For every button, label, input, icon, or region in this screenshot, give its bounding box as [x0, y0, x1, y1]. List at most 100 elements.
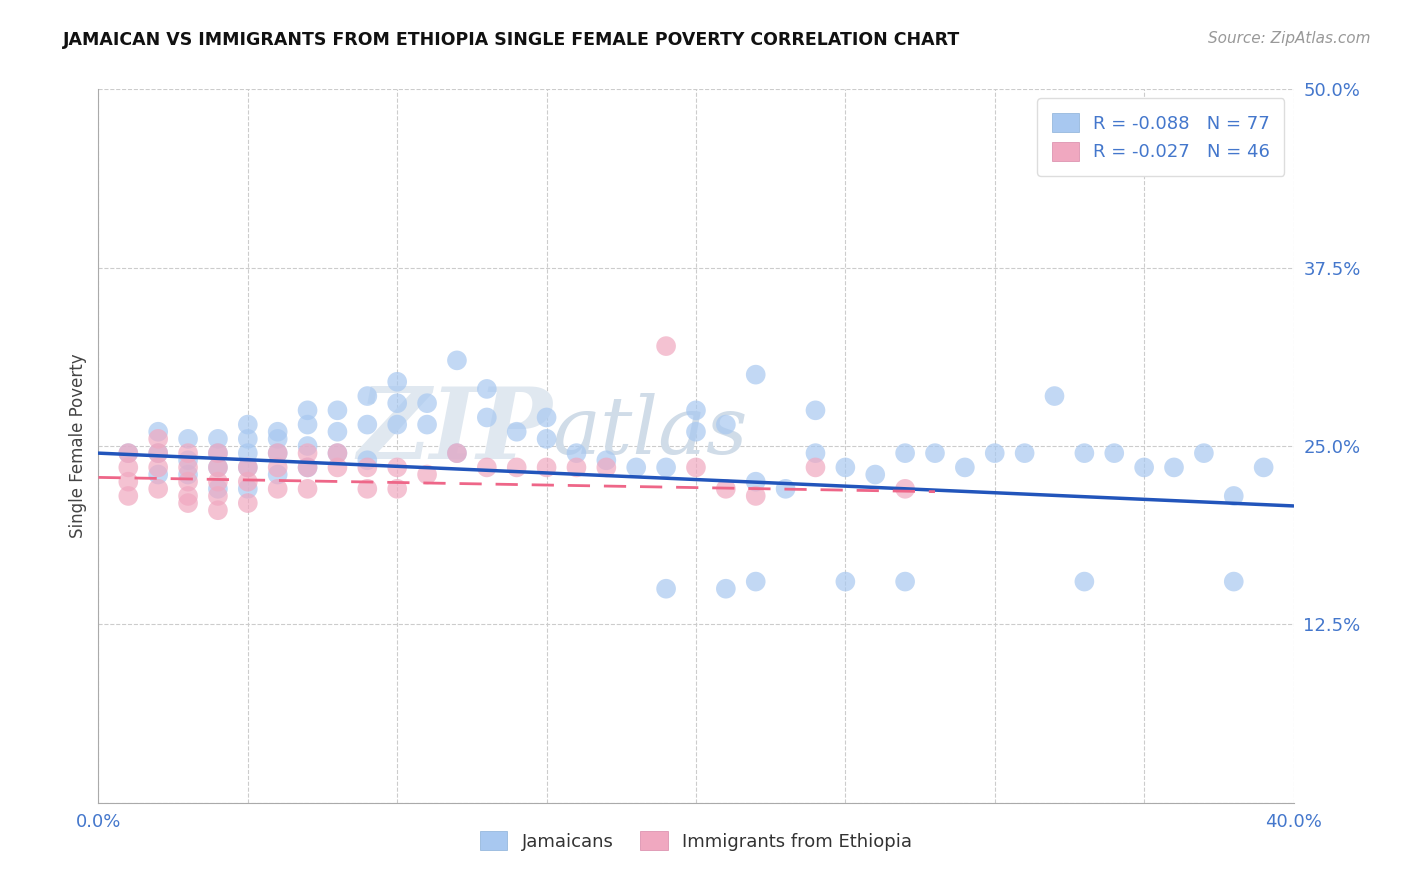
Point	[536, 460, 558, 475]
Point	[834, 460, 856, 475]
Point	[236, 475, 259, 489]
Point	[117, 475, 139, 489]
Point	[536, 410, 558, 425]
Point	[117, 489, 139, 503]
Point	[207, 432, 229, 446]
Point	[267, 460, 290, 475]
Point	[1192, 446, 1215, 460]
Point	[595, 453, 617, 467]
Point	[1104, 446, 1126, 460]
Point	[1163, 460, 1185, 475]
Point	[416, 467, 439, 482]
Point	[416, 396, 439, 410]
Point	[207, 460, 229, 475]
Point	[267, 446, 290, 460]
Point	[177, 460, 200, 475]
Point	[297, 446, 319, 460]
Point	[207, 446, 229, 460]
Point	[804, 403, 827, 417]
Point	[117, 446, 139, 460]
Point	[416, 417, 439, 432]
Point	[385, 375, 409, 389]
Point	[356, 453, 378, 467]
Point	[626, 460, 648, 475]
Point	[536, 432, 558, 446]
Point	[297, 403, 319, 417]
Point	[475, 410, 498, 425]
Point	[207, 489, 229, 503]
Legend: Jamaicans, Immigrants from Ethiopia: Jamaicans, Immigrants from Ethiopia	[472, 824, 920, 858]
Point	[775, 482, 797, 496]
Point	[1253, 460, 1275, 475]
Point	[745, 475, 768, 489]
Point	[1223, 574, 1246, 589]
Point	[894, 446, 917, 460]
Point	[326, 446, 349, 460]
Point	[148, 425, 170, 439]
Point	[236, 446, 259, 460]
Point	[714, 417, 737, 432]
Point	[326, 446, 349, 460]
Point	[177, 453, 200, 467]
Point	[207, 503, 229, 517]
Point	[984, 446, 1007, 460]
Point	[655, 339, 678, 353]
Point	[148, 460, 170, 475]
Point	[894, 482, 917, 496]
Point	[207, 475, 229, 489]
Point	[356, 389, 378, 403]
Point	[177, 496, 200, 510]
Point	[385, 396, 409, 410]
Point	[745, 489, 768, 503]
Point	[148, 432, 170, 446]
Point	[385, 460, 409, 475]
Point	[148, 446, 170, 460]
Point	[446, 446, 468, 460]
Point	[804, 460, 827, 475]
Point	[565, 460, 588, 475]
Point	[148, 446, 170, 460]
Point	[446, 353, 468, 368]
Point	[177, 432, 200, 446]
Point	[297, 417, 319, 432]
Point	[148, 482, 170, 496]
Point	[297, 439, 319, 453]
Point	[804, 446, 827, 460]
Point	[1043, 389, 1066, 403]
Point	[356, 482, 378, 496]
Point	[685, 425, 707, 439]
Point	[236, 460, 259, 475]
Text: atlas: atlas	[553, 393, 748, 470]
Point	[177, 446, 200, 460]
Point	[236, 460, 259, 475]
Point	[385, 417, 409, 432]
Point	[1073, 574, 1095, 589]
Point	[655, 582, 678, 596]
Point	[356, 460, 378, 475]
Point	[953, 460, 976, 475]
Point	[297, 460, 319, 475]
Point	[207, 446, 229, 460]
Point	[326, 460, 349, 475]
Point	[1073, 446, 1095, 460]
Point	[207, 460, 229, 475]
Point	[356, 417, 378, 432]
Point	[595, 460, 617, 475]
Point	[565, 446, 588, 460]
Point	[177, 467, 200, 482]
Point	[924, 446, 946, 460]
Point	[267, 425, 290, 439]
Point	[865, 467, 887, 482]
Text: JAMAICAN VS IMMIGRANTS FROM ETHIOPIA SINGLE FEMALE POVERTY CORRELATION CHART: JAMAICAN VS IMMIGRANTS FROM ETHIOPIA SIN…	[63, 31, 960, 49]
Point	[714, 482, 737, 496]
Point	[177, 489, 200, 503]
Point	[267, 482, 290, 496]
Point	[297, 482, 319, 496]
Point	[177, 475, 200, 489]
Point	[326, 403, 349, 417]
Point	[1014, 446, 1036, 460]
Point	[894, 574, 917, 589]
Point	[506, 425, 529, 439]
Point	[1253, 153, 1275, 168]
Text: Source: ZipAtlas.com: Source: ZipAtlas.com	[1208, 31, 1371, 46]
